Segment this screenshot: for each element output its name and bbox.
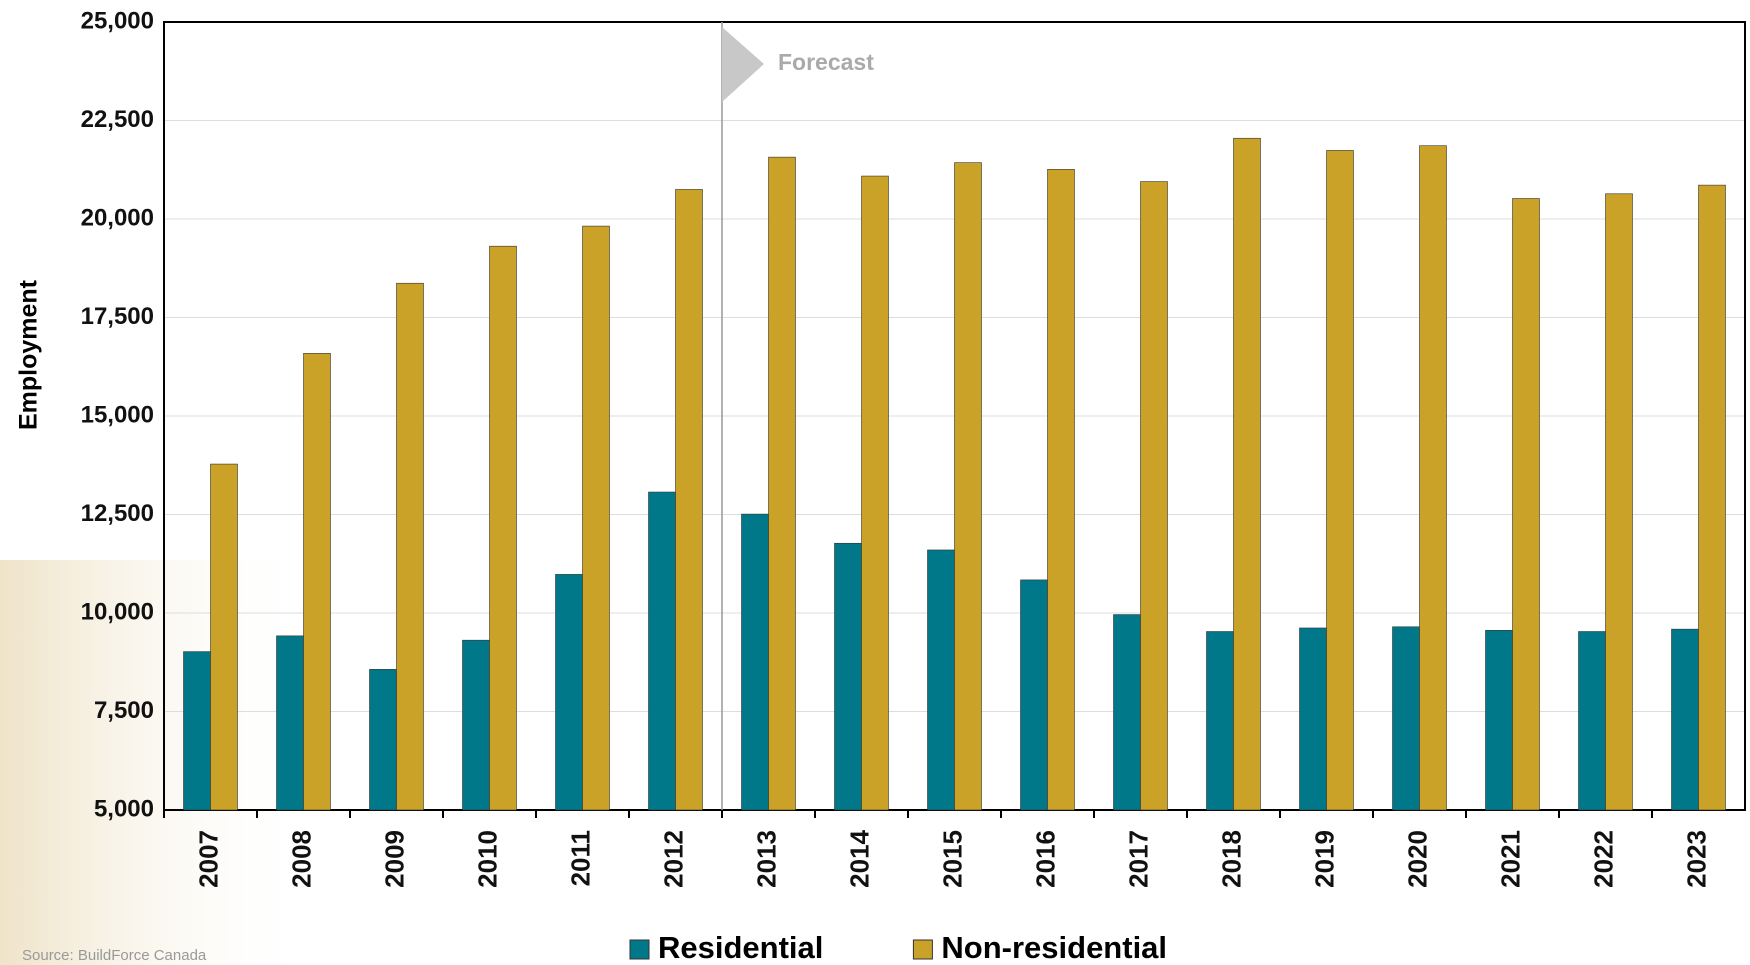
bar xyxy=(303,353,331,811)
x-tick-label: 2011 xyxy=(565,830,595,886)
y-tick-label: 5,000 xyxy=(94,795,154,822)
forecast-label: Forecast xyxy=(778,49,874,75)
x-tick-label: 2015 xyxy=(937,830,967,888)
bar xyxy=(861,175,889,811)
bar xyxy=(1605,193,1633,811)
bar xyxy=(1299,627,1327,811)
bar xyxy=(1419,145,1447,811)
x-tick-label: 2023 xyxy=(1681,830,1711,888)
bar xyxy=(396,282,424,811)
x-tick-label: 2017 xyxy=(1123,830,1153,888)
x-tick-label: 2008 xyxy=(286,830,316,888)
x-tick-label: 2013 xyxy=(751,830,781,888)
source-note: Source: BuildForce Canada xyxy=(22,947,207,964)
bar xyxy=(276,635,304,811)
x-tick-label: 2014 xyxy=(844,829,874,887)
legend-label: Non-residential xyxy=(941,930,1167,965)
y-tick-label: 15,000 xyxy=(81,401,154,428)
y-tick-label: 17,500 xyxy=(81,303,154,330)
y-tick-label: 22,500 xyxy=(81,106,154,133)
y-tick-label: 25,000 xyxy=(81,7,154,34)
bar xyxy=(768,156,796,811)
legend-swatch xyxy=(629,939,650,960)
bar xyxy=(582,225,610,811)
bar xyxy=(1392,626,1420,811)
bar xyxy=(555,574,583,811)
bar xyxy=(1233,137,1261,811)
x-tick-label: 2018 xyxy=(1216,830,1246,888)
bar xyxy=(648,491,676,811)
x-tick-label: 2012 xyxy=(658,830,688,888)
x-tick-label: 2016 xyxy=(1030,830,1060,888)
bar xyxy=(741,513,769,811)
bar xyxy=(675,189,703,811)
bar xyxy=(489,245,517,811)
y-axis-label: Employment xyxy=(15,279,43,430)
x-tick-label: 2010 xyxy=(472,830,502,888)
bar xyxy=(1671,628,1699,811)
bar xyxy=(1512,198,1540,811)
x-tick-label: 2021 xyxy=(1495,830,1525,888)
x-tick-label: 2022 xyxy=(1588,830,1618,888)
bar xyxy=(210,463,238,811)
bar xyxy=(1326,150,1354,811)
bar xyxy=(1485,630,1513,811)
legend-swatch xyxy=(912,939,933,960)
x-tick-label: 2020 xyxy=(1402,830,1432,888)
bar xyxy=(927,549,955,811)
y-tick-label: 12,500 xyxy=(81,500,154,527)
bar xyxy=(1113,614,1141,811)
bar xyxy=(369,669,397,811)
bar xyxy=(1047,169,1075,811)
bar xyxy=(1140,181,1168,811)
x-tick-label: 2009 xyxy=(379,830,409,888)
bar xyxy=(1206,631,1234,811)
bar xyxy=(1578,631,1606,811)
legend-label: Residential xyxy=(658,930,823,965)
bar xyxy=(183,651,211,811)
x-tick-label: 2007 xyxy=(193,830,223,888)
y-tick-label: 10,000 xyxy=(81,598,154,625)
x-tick-label: 2019 xyxy=(1309,830,1339,888)
bar xyxy=(1020,579,1048,811)
background-decoration xyxy=(0,560,320,965)
bar xyxy=(1698,184,1726,811)
forecast-marker xyxy=(722,27,764,102)
bar xyxy=(462,639,490,811)
bar xyxy=(834,542,862,811)
y-tick-label: 20,000 xyxy=(81,204,154,231)
bar xyxy=(954,162,982,811)
y-tick-label: 7,500 xyxy=(94,697,154,724)
